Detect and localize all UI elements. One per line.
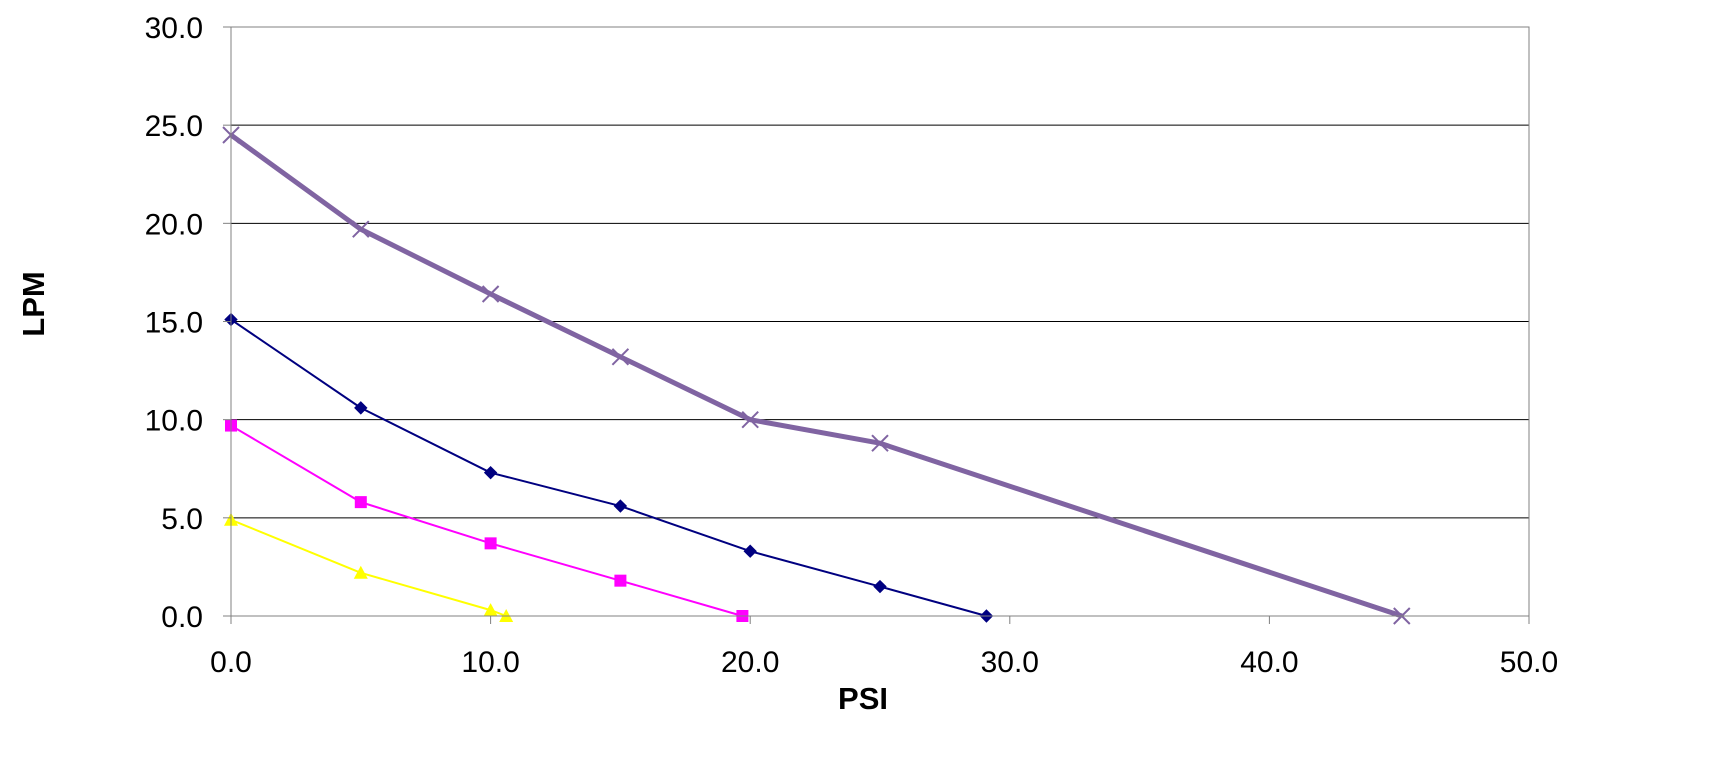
data-point-square [484, 537, 497, 550]
plot-area-border [230, 26, 1530, 617]
y-tick-label: 5.0 [161, 503, 203, 536]
data-point-diamond [613, 499, 628, 513]
axes [223, 26, 1530, 624]
series-triangle [224, 512, 514, 622]
series-diamond [224, 312, 994, 623]
data-point-diamond [354, 401, 368, 415]
x-tick-label: 30.0 [981, 646, 1039, 679]
data-point-triangle [353, 565, 368, 579]
data-point-square [614, 574, 627, 587]
series-layer [222, 126, 1411, 625]
data-point-diamond [743, 544, 757, 558]
series-x [222, 126, 1411, 625]
data-point-x [481, 285, 500, 303]
y-tick-label: 20.0 [145, 208, 203, 241]
x-tick-label: 50.0 [1500, 646, 1558, 679]
x-tick-label: 20.0 [721, 646, 779, 679]
data-point-square [354, 496, 367, 509]
data-point-diamond [483, 465, 498, 480]
y-axis-title: LPM [16, 271, 51, 336]
data-point-x [871, 434, 889, 452]
x-tick-label: 10.0 [461, 646, 519, 679]
data-point-diamond [873, 579, 887, 594]
x-tick-label: 0.0 [210, 646, 252, 679]
series-line [230, 318, 987, 617]
x-tick-label: 40.0 [1240, 646, 1298, 679]
data-point-triangle [483, 603, 498, 617]
data-point-x [611, 348, 630, 366]
series-line [229, 132, 1403, 619]
series-square [225, 419, 749, 622]
y-tick-label: 30.0 [145, 12, 203, 45]
data-point-x [352, 220, 370, 238]
y-tick-label: 10.0 [145, 405, 203, 438]
series-line [230, 518, 507, 617]
y-tick-label: 0.0 [161, 601, 203, 634]
tick-labels: 0.0 5.0 10.0 15.0 20.0 25.0 30.0 0.0 10.0 20.0 30.… [145, 12, 1559, 679]
y-tick-label: 15.0 [145, 307, 203, 340]
x-axis-title: PSI [838, 681, 888, 716]
data-point-x [741, 410, 759, 429]
y-tick-label: 25.0 [145, 110, 203, 143]
